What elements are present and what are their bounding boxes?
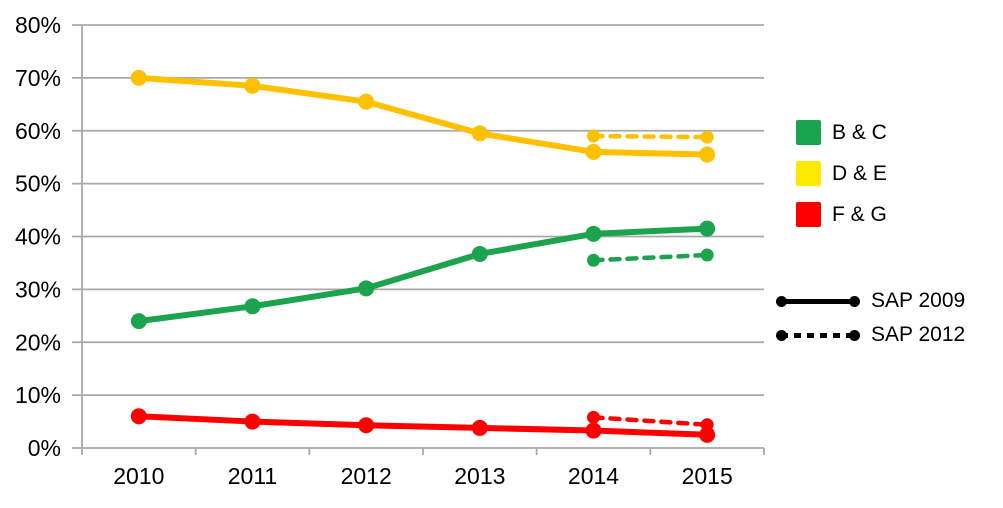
x-tick-label: 2011: [228, 463, 277, 489]
data-point-d-e-sap-2012: [587, 129, 600, 143]
dotted-line-swatch-icon: [776, 329, 860, 341]
series-line-d-e-sap-2009: [135, 74, 711, 158]
y-tick-label: 50%: [15, 171, 61, 197]
x-tick-label: 2014: [568, 463, 619, 489]
data-point-b-c-sap-2009: [244, 298, 261, 315]
series-line-f-g-sap-2009: [135, 413, 711, 438]
line-style-legend: SAP 2009 SAP 2012: [776, 290, 965, 345]
data-point-f-g-sap-2009: [358, 417, 375, 434]
y-tick-label: 60%: [15, 118, 61, 144]
data-point-d-e-sap-2012: [700, 130, 714, 144]
series-line-b-c-sap-2012: [591, 252, 710, 263]
data-point-b-c-sap-2009: [471, 245, 488, 262]
d-and-e-color-swatch: [796, 161, 821, 186]
y-tick-label: 10%: [15, 382, 61, 408]
y-tick-label: 40%: [15, 224, 61, 250]
data-point-f-g-sap-2009: [130, 408, 147, 425]
y-tick-label: 0%: [28, 435, 61, 461]
legend-label-sap-2009: SAP 2009: [871, 289, 966, 312]
series-legend: B & C D & E F & G: [796, 120, 887, 227]
x-tick-label: 2015: [682, 463, 733, 489]
series-line-d-e-sap-2012: [591, 133, 710, 140]
legend-label-sap-2012: SAP 2012: [871, 323, 966, 346]
y-tick-label: 30%: [15, 276, 61, 302]
data-point-d-e-sap-2009: [699, 146, 716, 163]
legend-label-b-and-c: B & C: [832, 121, 887, 144]
x-tick-label: 2013: [454, 463, 505, 489]
data-point-f-g-sap-2009: [471, 419, 488, 436]
y-tick-label: 80%: [15, 12, 61, 38]
data-point-f-g-sap-2009: [244, 413, 261, 430]
data-point-d-e-sap-2009: [585, 143, 602, 160]
b-and-c-color-swatch: [796, 120, 821, 145]
x-tick-label: 2012: [341, 463, 392, 489]
data-point-b-c-sap-2009: [699, 220, 716, 237]
legend-label-d-and-e: D & E: [832, 162, 887, 185]
data-point-b-c-sap-2009: [585, 225, 602, 242]
legend-item-b-and-c: B & C: [796, 120, 887, 145]
data-point-b-c-sap-2009: [130, 313, 147, 330]
legend-label-f-and-g: F & G: [832, 203, 887, 226]
y-tick-label: 70%: [15, 65, 61, 91]
solid-line-swatch-icon: [776, 295, 860, 307]
data-point-f-g-sap-2012: [700, 418, 714, 432]
y-tick-label: 20%: [15, 329, 61, 355]
data-point-f-g-sap-2009: [585, 422, 602, 439]
series-line-f-g-sap-2012: [591, 415, 710, 427]
legend-item-sap-2009: SAP 2009: [776, 290, 965, 311]
data-point-f-g-sap-2009: [699, 426, 716, 443]
data-point-d-e-sap-2009: [244, 77, 261, 94]
data-point-d-e-sap-2009: [471, 125, 488, 142]
data-point-d-e-sap-2009: [358, 93, 375, 110]
data-point-f-g-sap-2012: [587, 410, 600, 424]
data-point-b-c-sap-2012: [587, 253, 600, 267]
legend-item-d-and-e: D & E: [796, 161, 887, 186]
data-point-b-c-sap-2009: [358, 280, 375, 297]
legend-item-sap-2012: SAP 2012: [776, 324, 965, 345]
series-line-b-c-sap-2009: [135, 225, 711, 325]
legend-item-f-and-g: F & G: [796, 202, 887, 227]
data-point-d-e-sap-2009: [130, 69, 147, 86]
x-tick-label: 2010: [113, 463, 164, 489]
f-and-g-color-swatch: [796, 202, 821, 227]
data-point-b-c-sap-2012: [700, 248, 714, 262]
